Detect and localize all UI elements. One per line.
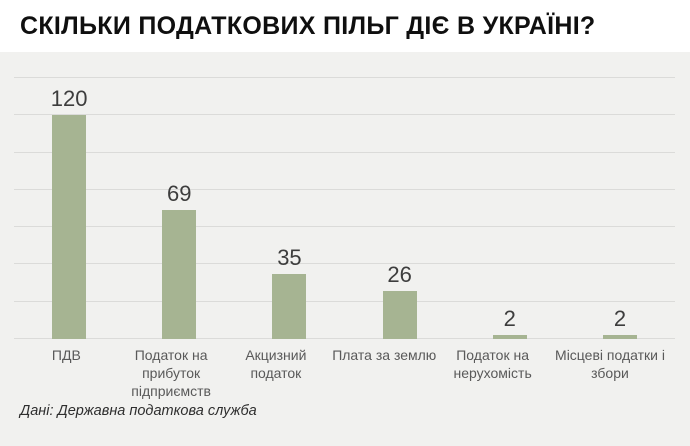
bar	[52, 115, 87, 339]
bar-group: 2	[565, 78, 675, 339]
bar-group: 69	[124, 78, 234, 339]
bar-group: 120	[14, 78, 124, 339]
bar-value-label: 35	[277, 244, 302, 270]
gridline	[14, 114, 675, 116]
bar-group: 2	[455, 78, 565, 339]
category-label: Податок на нерухомість	[453, 347, 532, 381]
gridline	[14, 263, 675, 265]
bar-value-label: 2	[613, 306, 627, 332]
category-label: Місцеві податки і збори	[555, 347, 665, 381]
bar	[602, 335, 637, 339]
source-note: Дані: Державна податкова служба	[20, 403, 257, 419]
category-label: ПДВ	[51, 347, 81, 363]
bar-value-label: 26	[387, 261, 412, 287]
bar-group: 26	[345, 78, 455, 339]
plot-area: 120 69 35 26 2 2	[14, 77, 675, 339]
category-label: Податок на прибуток підприємств	[131, 347, 211, 399]
bar	[162, 210, 197, 339]
bar-value-label: 69	[167, 181, 192, 207]
gridline	[14, 226, 675, 228]
bar	[382, 290, 417, 339]
chart-header: СКІЛЬКИ ПОДАТКОВИХ ПІЛЬГ ДІЄ В УКРАЇНІ?	[0, 0, 690, 52]
bar	[272, 273, 307, 339]
category-label: Плата за землю	[332, 347, 437, 363]
bar-value-label: 2	[503, 306, 516, 332]
category-axis: ПДВ Податок на прибуток підприємств Акци…	[14, 347, 675, 401]
category-label: Акцизний податок	[245, 347, 307, 381]
bars-container: 120 69 35 26 2 2	[14, 78, 675, 339]
gridline	[14, 338, 675, 339]
page-title: СКІЛЬКИ ПОДАТКОВИХ ПІЛЬГ ДІЄ В УКРАЇНІ?	[20, 11, 596, 40]
bar	[492, 335, 527, 339]
gridline	[14, 300, 675, 302]
gridline	[14, 151, 675, 153]
bar-value-label: 120	[50, 86, 88, 112]
bar-group: 35	[234, 78, 344, 339]
gridline	[14, 77, 675, 78]
gridline	[14, 188, 675, 190]
